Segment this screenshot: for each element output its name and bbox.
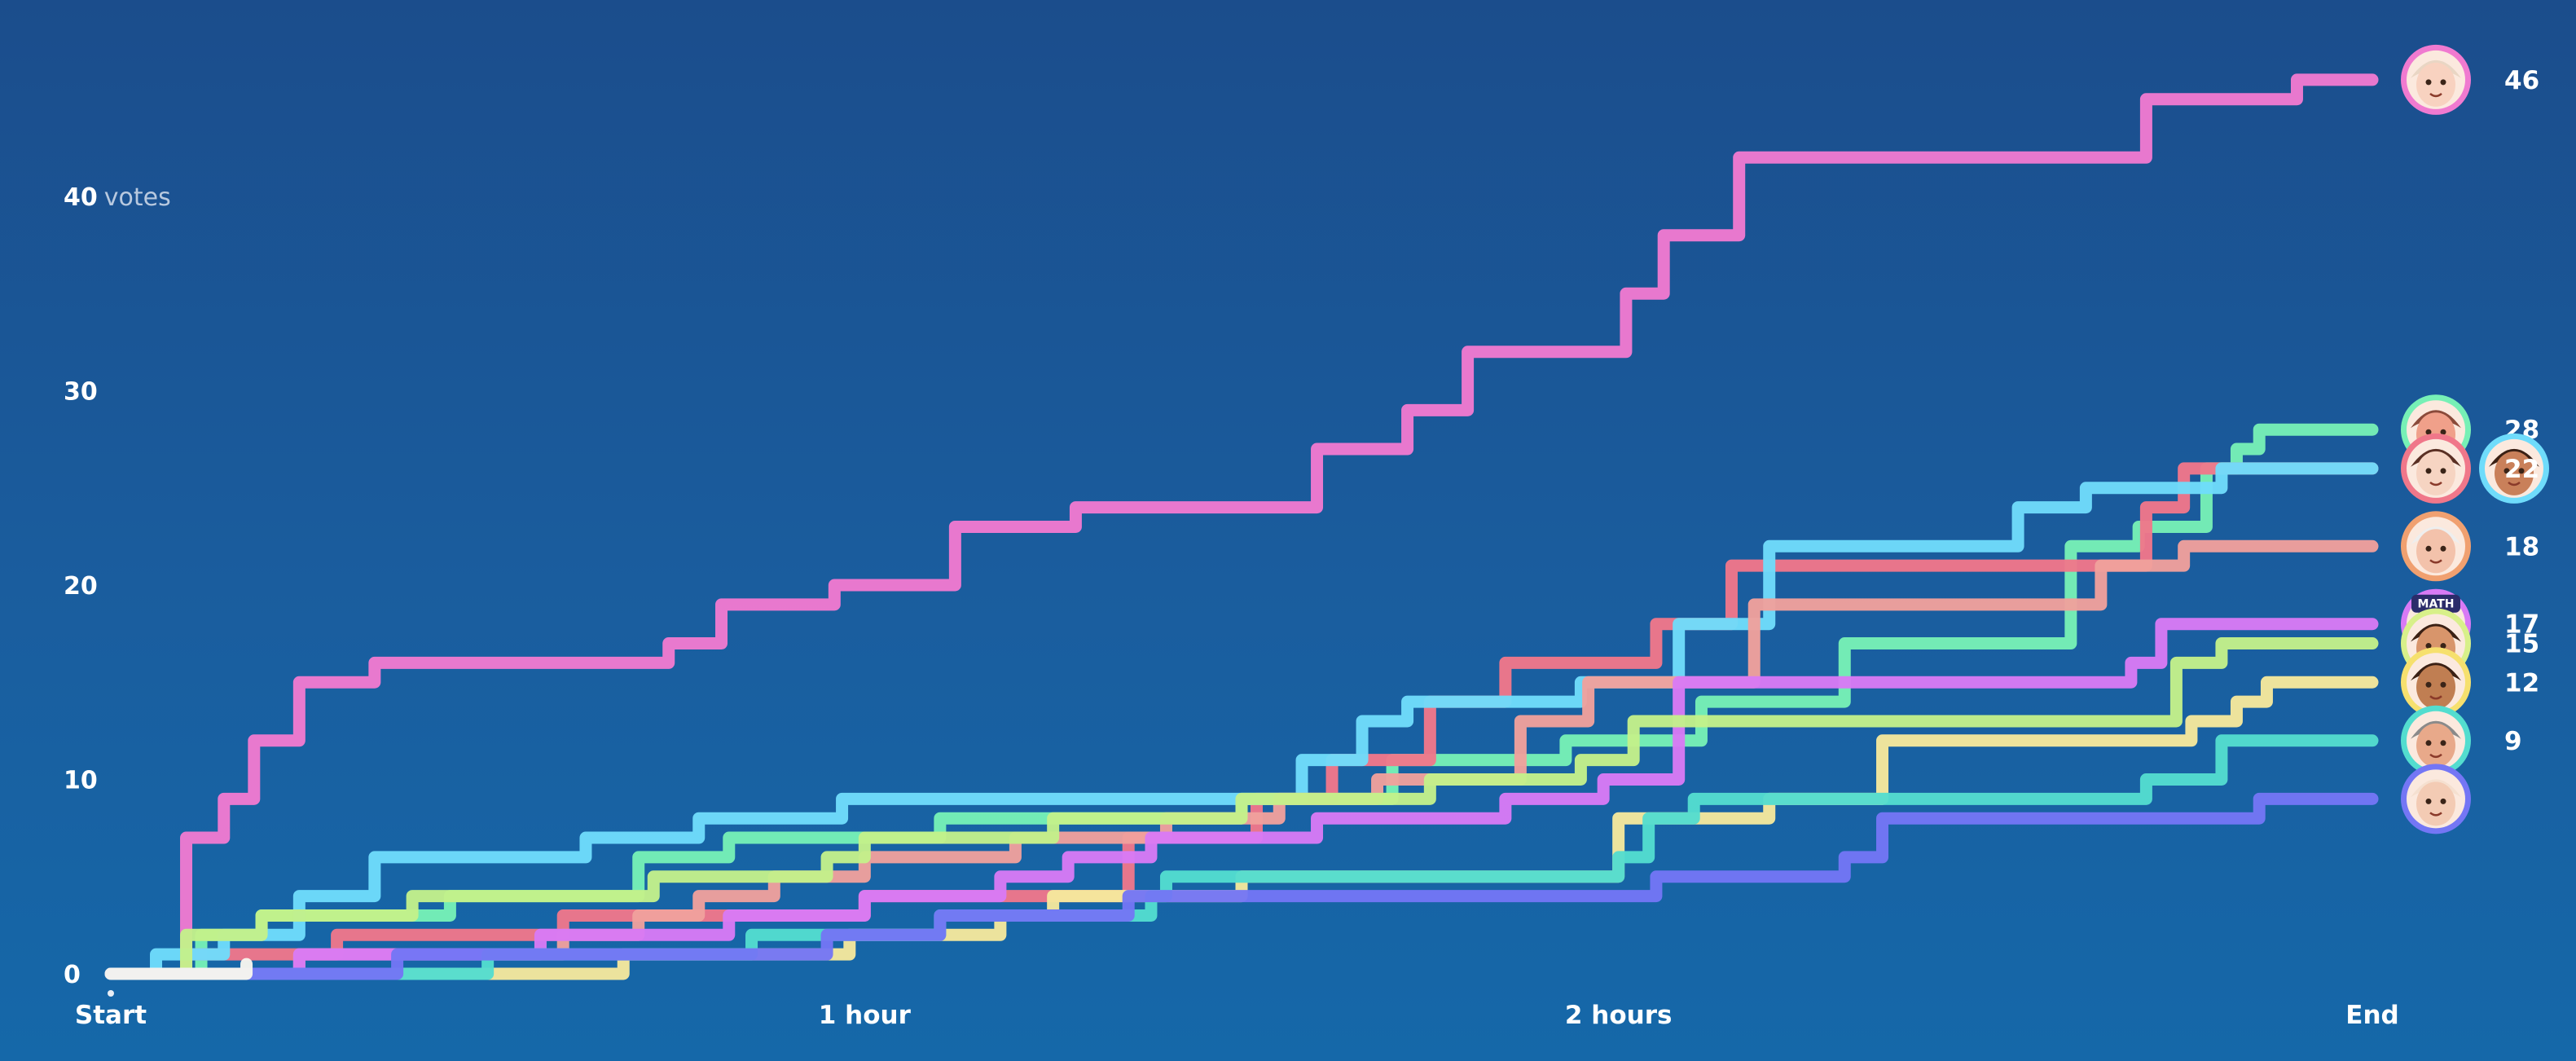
avatar-pink (2401, 44, 2471, 115)
avatar-sky (2479, 433, 2549, 504)
avatar-cap-text: MATH (2418, 598, 2455, 611)
series-line-sky (104, 462, 2379, 980)
x-axis: Start 1 hour 2 hours End (75, 1001, 2399, 1030)
x-tick-label: Start (75, 1001, 147, 1030)
series-line-green (104, 423, 2379, 980)
final-vote-count: 18 (2504, 532, 2539, 561)
final-vote-count: 15 (2504, 630, 2539, 659)
y-tick-label: 20 (64, 572, 98, 601)
y-tick-label: 0 (64, 961, 81, 989)
avatar-teal (2401, 705, 2471, 776)
avatar-salmon (2401, 511, 2471, 582)
y-tick-label: 30 (64, 378, 98, 407)
y-axis: 0 10 20 30 40 votes (64, 183, 171, 997)
x-tick-label: 2 hours (1565, 1001, 1673, 1030)
series-line-pink (104, 73, 2379, 980)
final-vote-count: 46 (2504, 66, 2539, 95)
y-tick-label: 10 (64, 767, 98, 795)
x-origin-dot (108, 990, 114, 997)
series-line-lime (104, 637, 2379, 980)
avatar-coral (2401, 433, 2471, 504)
x-tick-label: 1 hour (819, 1001, 912, 1030)
y-tick-label: 40 votes (64, 183, 171, 212)
series-lines (104, 73, 2379, 980)
avatar-yellow (2401, 647, 2471, 718)
series-line-indigo (104, 792, 2379, 980)
series-line-teal (104, 734, 2379, 980)
x-tick-label: End (2345, 1001, 2398, 1030)
y-unit-label: votes (104, 183, 171, 212)
final-vote-count: 22 (2504, 455, 2539, 484)
final-vote-count: 9 (2504, 727, 2522, 756)
final-vote-count: 17 (2504, 610, 2539, 640)
avatar-indigo (2401, 764, 2471, 834)
final-vote-count: 12 (2504, 668, 2539, 698)
series-line-violet (104, 618, 2379, 980)
series-line-white (104, 958, 253, 980)
